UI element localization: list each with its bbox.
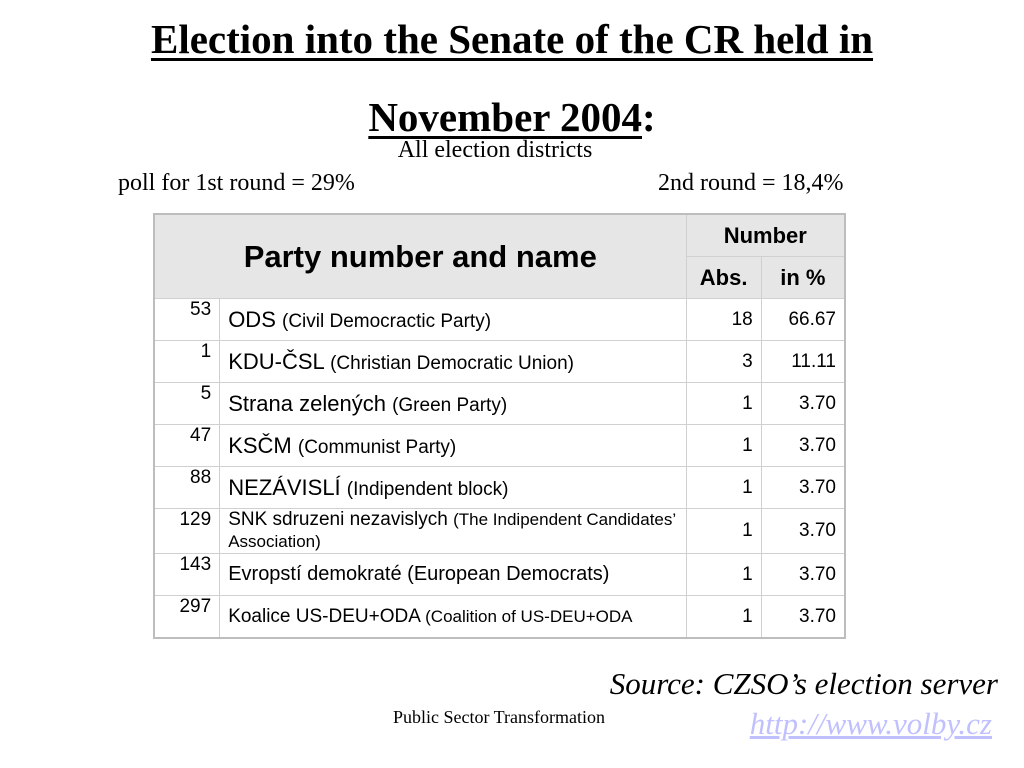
party-number: 1 (153, 340, 221, 383)
poll-second-round: 2nd round = 18,4% (658, 170, 844, 196)
seats-abs: 1 (685, 424, 762, 467)
page-title: Election into the Senate of the CR held … (0, 0, 1024, 156)
party-number: 129 (153, 508, 221, 554)
seats-abs: 18 (685, 298, 762, 341)
party-name: KDU-ČSL (228, 348, 324, 374)
header-pct: in % (760, 256, 846, 299)
header-party: Party number and name (153, 213, 687, 299)
party-number: 53 (153, 298, 221, 341)
title-line-1: Election into the Senate of the CR held … (150, 16, 874, 62)
seats-abs: 1 (685, 553, 762, 596)
party-name: SNK sdruzeni nezavislych (228, 509, 448, 530)
party-english: (Civil Democractic Party) (282, 310, 492, 332)
results-table: Party number and name Number Abs. in % 5… (153, 213, 846, 639)
party-name: ODS (228, 306, 276, 332)
title-line-2: November 2004 (368, 94, 642, 140)
seats-pct: 3.70 (760, 424, 846, 467)
seats-abs: 1 (685, 466, 762, 509)
party-english: (The Indipendent Candidates’ Association… (228, 510, 676, 551)
party-number: 5 (153, 382, 221, 425)
party-number: 88 (153, 466, 221, 509)
seats-abs: 3 (685, 340, 762, 383)
seats-pct: 3.70 (760, 508, 846, 554)
seats-pct: 3.70 (760, 382, 846, 425)
source-link[interactable]: http://www.volby.cz (749, 706, 992, 741)
party-name-cell: KDU-ČSL (Christian Democratic Union) (219, 340, 687, 383)
party-english: (Christian Democratic Union) (330, 352, 574, 374)
party-name: Strana zelených (228, 390, 386, 416)
table-row: 129 SNK sdruzeni nezavislych (The Indipe… (153, 508, 846, 554)
table-row: 297 Koalice US-DEU+ODA (Coalition of US-… (153, 595, 846, 639)
seats-pct: 66.67 (760, 298, 846, 341)
party-name-cell: ODS (Civil Democractic Party) (219, 298, 687, 341)
poll-first-round: poll for 1st round = 29% (118, 170, 355, 196)
seats-pct: 3.70 (760, 553, 846, 596)
party-english: (Indipendent block) (346, 478, 509, 500)
party-english: (Communist Party) (297, 436, 457, 458)
table-row: 47 KSČM (Communist Party) 1 3.70 (153, 424, 846, 467)
seats-abs: 1 (685, 382, 762, 425)
party-name: Evropstí demokraté (European Democrats) (228, 563, 610, 585)
party-english: (Green Party) (392, 394, 508, 416)
party-name-cell: KSČM (Communist Party) (219, 424, 687, 467)
title-colon: : (642, 94, 656, 140)
header-abs: Abs. (685, 256, 762, 299)
party-name: KSČM (228, 432, 292, 458)
table-row: 5 Strana zelených (Green Party) 1 3.70 (153, 382, 846, 425)
seats-pct: 3.70 (760, 595, 846, 639)
party-name-cell: Evropstí demokraté (European Democrats) (219, 553, 687, 596)
party-english: (Coalition of US-DEU+ODA (425, 606, 633, 626)
party-name-cell: NEZÁVISLÍ (Indipendent block) (219, 466, 687, 509)
party-name-cell: Koalice US-DEU+ODA (Coalition of US-DEU+… (219, 595, 687, 639)
party-number: 47 (153, 424, 221, 467)
subtitle: All election districts (397, 137, 593, 163)
header-number: Number (685, 213, 846, 257)
footer-text: Public Sector Transformation (393, 707, 605, 727)
party-name-cell: SNK sdruzeni nezavislych (The Indipenden… (219, 508, 687, 554)
party-number: 143 (153, 553, 221, 596)
source-note: Source: CZSO’s election server (609, 666, 998, 701)
seats-abs: 1 (685, 595, 762, 639)
table-row: 143 Evropstí demokraté (European Democra… (153, 553, 846, 596)
table-row: 53 ODS (Civil Democractic Party) 18 66.6… (153, 298, 846, 341)
seats-pct: 3.70 (760, 466, 846, 509)
seats-abs: 1 (685, 508, 762, 554)
party-name: Koalice US-DEU+ODA (228, 605, 420, 627)
party-number: 297 (153, 595, 221, 639)
party-name-cell: Strana zelených (Green Party) (219, 382, 687, 425)
table-row: 88 NEZÁVISLÍ (Indipendent block) 1 3.70 (153, 466, 846, 509)
table-row: 1 KDU-ČSL (Christian Democratic Union) 3… (153, 340, 846, 383)
seats-pct: 11.11 (760, 340, 846, 383)
party-name: NEZÁVISLÍ (228, 474, 341, 500)
